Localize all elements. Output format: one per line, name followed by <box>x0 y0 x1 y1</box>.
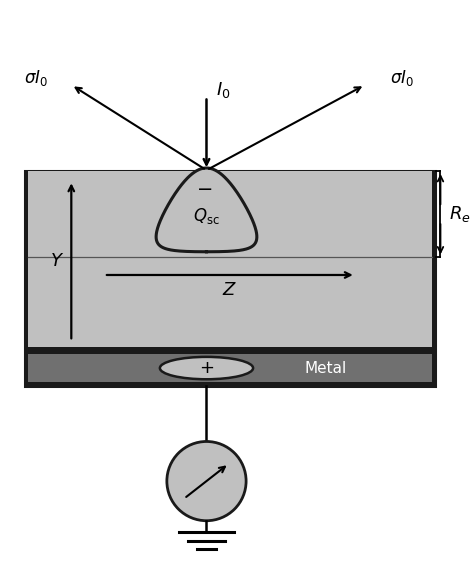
Text: $Z$: $Z$ <box>222 281 237 299</box>
Bar <box>28 354 432 382</box>
Text: $I_0$: $I_0$ <box>216 80 230 100</box>
Text: $-$: $-$ <box>196 178 212 198</box>
Bar <box>25 171 435 385</box>
Text: $R_e$: $R_e$ <box>449 204 471 224</box>
Text: $\sigma I_0$: $\sigma I_0$ <box>390 68 414 88</box>
Ellipse shape <box>160 357 253 379</box>
Circle shape <box>167 441 246 521</box>
Bar <box>28 171 432 348</box>
Polygon shape <box>156 168 257 252</box>
Text: $\sigma I_0$: $\sigma I_0$ <box>24 68 48 88</box>
Text: $Y$: $Y$ <box>50 252 64 270</box>
Text: $+$: $+$ <box>199 359 214 377</box>
Text: $Q_{\rm sc}$: $Q_{\rm sc}$ <box>193 206 220 226</box>
Text: Metal: Metal <box>304 361 346 376</box>
